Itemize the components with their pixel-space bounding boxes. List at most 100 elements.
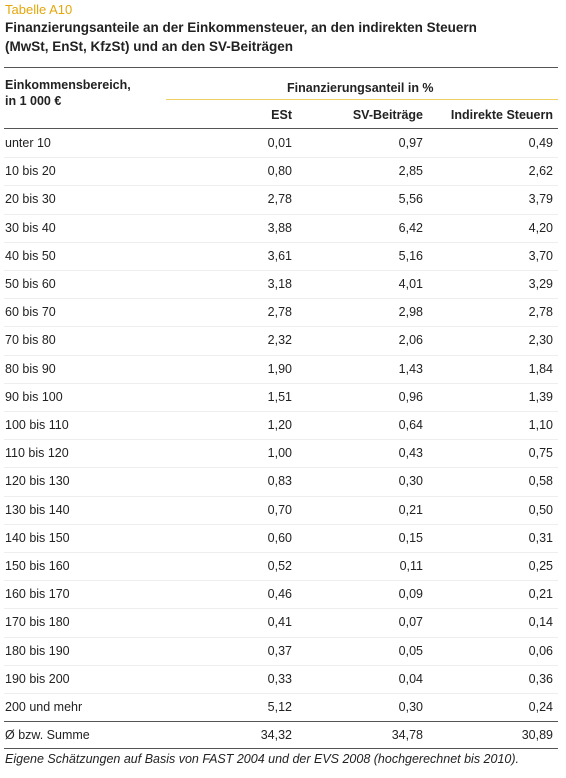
row-label: unter 10	[5, 136, 51, 150]
row-label: 20 bis 30	[5, 192, 56, 207]
row-rule	[4, 411, 558, 412]
cell: 0,09	[398, 587, 423, 602]
cell: 2,62	[528, 164, 553, 179]
cell: 34,32	[260, 728, 292, 743]
header-rule	[4, 128, 558, 129]
row-rule	[4, 354, 558, 356]
cell: 1,10	[528, 418, 553, 432]
cell: 0,15	[398, 530, 423, 545]
cell: 2,78	[528, 305, 553, 320]
cell: 1,90	[267, 361, 292, 376]
row-rule	[4, 467, 558, 469]
cell: 0,05	[398, 643, 423, 658]
cell: 3,79	[528, 192, 553, 207]
row-label: 40 bis 50	[5, 248, 56, 263]
row-label: 100 bis 110	[5, 418, 69, 432]
cell: 5,16	[398, 248, 423, 263]
cell: 0,07	[398, 615, 423, 630]
cell: 0,43	[398, 446, 423, 461]
row-label: 110 bis 120	[5, 446, 69, 461]
cell: 2,06	[398, 333, 423, 348]
row-label: 150 bis 160	[5, 559, 70, 573]
group-rule	[166, 99, 558, 100]
cell: 0,49	[528, 136, 553, 150]
cell: 0,30	[398, 474, 423, 489]
title-line: Finanzierungsanteile an der Einkommenste…	[5, 20, 477, 35]
row-rule	[4, 382, 558, 384]
cell: 2,30	[528, 333, 553, 348]
cell: 2,32	[267, 333, 292, 348]
row-label: Ø bzw. Summe	[5, 728, 90, 743]
cell: 0,64	[398, 418, 423, 432]
row-label: 90 bis 100	[5, 389, 63, 404]
cell: 0,21	[528, 587, 553, 602]
cell: 2,98	[398, 305, 423, 320]
row-rule	[4, 523, 558, 525]
cell: 0,58	[528, 474, 553, 489]
row-rule	[4, 241, 558, 243]
cell: 0,25	[528, 559, 553, 573]
row-label: 50 bis 60	[5, 277, 56, 291]
cell: 2,78	[267, 192, 292, 207]
row-header: in 1 000 €	[5, 94, 62, 108]
cell: 0,97	[398, 136, 423, 150]
cell: 0,06	[528, 643, 553, 658]
top-rule	[4, 67, 558, 68]
column-header: SV-Beiträge	[352, 108, 423, 122]
cell: 0,24	[528, 700, 553, 714]
cell: 4,20	[528, 220, 553, 235]
bottom-rule	[4, 748, 558, 750]
row-header: Einkommensbereich,	[5, 78, 131, 92]
cell: 0,21	[398, 502, 423, 517]
footnote: Eigene Schätzungen auf Basis von FAST 20…	[5, 752, 519, 766]
table-label: Tabelle A10	[5, 2, 73, 17]
row-label: 80 bis 90	[5, 361, 56, 376]
row-label: 30 bis 40	[5, 220, 56, 235]
group-header: Finanzierungsanteil in %	[287, 81, 434, 95]
row-rule	[4, 298, 558, 300]
cell: 2,78	[267, 305, 292, 320]
row-rule	[4, 608, 558, 610]
cell: 1,84	[528, 361, 553, 376]
cell: 6,42	[398, 220, 423, 235]
cell: 0,70	[267, 502, 292, 517]
cell: 0,46	[267, 587, 292, 602]
row-label: 160 bis 170	[5, 587, 70, 602]
cell: 0,60	[267, 530, 292, 545]
cell: 3,18	[267, 277, 292, 291]
cell: 0,75	[528, 446, 553, 461]
row-rule	[4, 552, 558, 553]
cell: 3,88	[267, 220, 292, 235]
row-label: 130 bis 140	[5, 502, 70, 517]
row-rule	[4, 326, 558, 328]
row-label: 200 und mehr	[5, 700, 83, 714]
title-line: (MwSt, EnSt, KfzSt) und an den SV-Beiträ…	[5, 39, 294, 54]
row-label: 170 bis 180	[5, 615, 70, 630]
cell: 30,89	[521, 728, 553, 743]
column-header: ESt	[271, 108, 292, 122]
cell: 34,78	[391, 728, 423, 743]
row-rule	[4, 185, 558, 187]
cell: 0,30	[398, 700, 423, 714]
cell: 0,33	[267, 671, 292, 686]
cell: 0,52	[267, 559, 292, 573]
sum-rule	[4, 721, 558, 723]
cell: 0,83	[267, 474, 292, 489]
cell: 0,01	[267, 136, 292, 150]
row-label: 10 bis 20	[5, 164, 56, 179]
row-label: 70 bis 80	[5, 333, 56, 348]
row-label: 140 bis 150	[5, 530, 70, 545]
cell: 1,20	[267, 418, 292, 432]
cell: 0,50	[528, 502, 553, 517]
row-rule	[4, 439, 558, 441]
cell: 0,96	[398, 389, 423, 404]
row-rule	[4, 693, 558, 694]
cell: 3,29	[528, 277, 553, 291]
cell: 5,12	[267, 700, 292, 714]
cell: 1,39	[528, 389, 553, 404]
row-rule	[4, 157, 558, 159]
cell: 1,00	[267, 446, 292, 461]
cell: 0,37	[267, 643, 292, 658]
cell: 1,43	[398, 361, 423, 376]
row-rule	[4, 495, 558, 497]
